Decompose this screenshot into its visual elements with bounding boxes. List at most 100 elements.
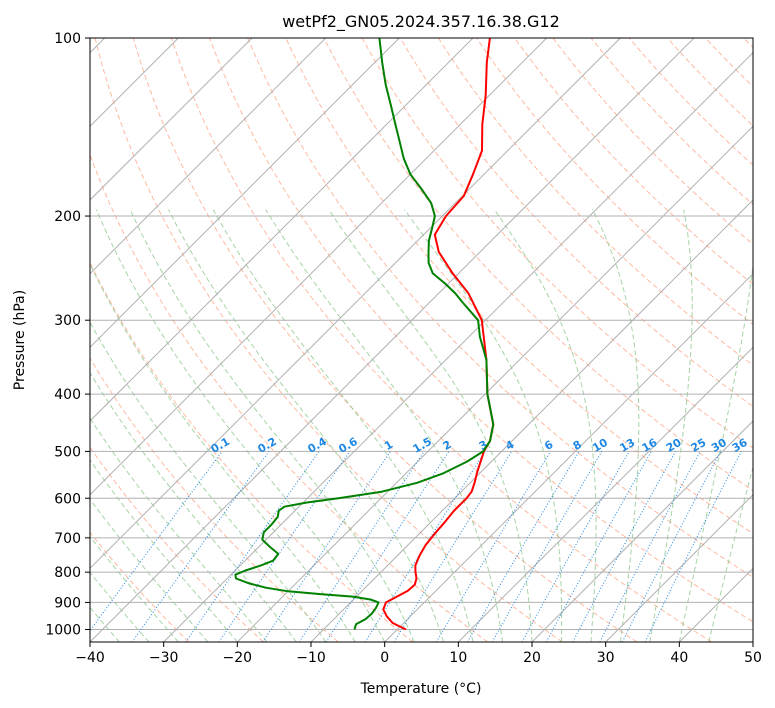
isotherm-gridline bbox=[752, 641, 753, 642]
moist-adiabat bbox=[168, 209, 445, 642]
mixing-ratio-label: 30 bbox=[709, 436, 729, 455]
dry-adiabat bbox=[90, 446, 264, 642]
isotherm-gridline bbox=[236, 125, 753, 642]
dry-adiabats bbox=[90, 38, 753, 642]
y-tick-label: 200 bbox=[54, 209, 81, 225]
mixing-ratio-label: 0.4 bbox=[306, 435, 330, 456]
temperature-line bbox=[382, 38, 495, 631]
moist-adiabat bbox=[95, 209, 386, 642]
x-tick-label: 10 bbox=[449, 650, 467, 666]
isotherm-gridline bbox=[90, 38, 548, 496]
dry-adiabat bbox=[361, 38, 753, 449]
mixing-ratio-line bbox=[393, 451, 513, 642]
mixing-ratio-label: 10 bbox=[590, 436, 610, 455]
isobar-gridlines bbox=[90, 38, 753, 630]
plot-frame bbox=[89, 37, 754, 643]
dry-adiabat bbox=[132, 38, 638, 642]
isotherm-gridline bbox=[384, 272, 753, 642]
y-axis-ticks: 1000 900 800 700 600 500 400 300 200 100 bbox=[45, 31, 90, 638]
series-lines bbox=[234, 38, 495, 631]
plot-area: -100-90-80-70-60-50-40-30-20-10010203040… bbox=[0, 0, 753, 642]
x-tick-label: −40 bbox=[75, 650, 105, 666]
dry-adiabat bbox=[437, 38, 753, 366]
mixing-ratio-label: 25 bbox=[689, 436, 709, 455]
y-tick-label: 900 bbox=[54, 595, 81, 611]
dry-adiabat bbox=[90, 357, 339, 642]
mixing-ratio-line bbox=[435, 451, 552, 642]
y-tick-label: 800 bbox=[54, 565, 81, 581]
isotherm-gridline bbox=[90, 38, 695, 642]
x-tick-label: 40 bbox=[670, 650, 688, 666]
moist-adiabat bbox=[404, 209, 563, 642]
dry-adiabat bbox=[209, 38, 753, 623]
isotherm-gridline bbox=[90, 38, 327, 275]
dry-adiabat bbox=[247, 38, 753, 578]
isotherm-label: 40 bbox=[0, 0, 8, 3]
dry-adiabat bbox=[399, 38, 753, 408]
mixing-ratio-line bbox=[467, 451, 580, 642]
x-tick-label: 50 bbox=[744, 650, 762, 666]
dry-adiabat bbox=[590, 38, 753, 206]
x-tick-label: 0 bbox=[380, 650, 389, 666]
y-tick-label: 600 bbox=[54, 491, 81, 507]
moist-adiabat bbox=[90, 262, 356, 642]
dry-adiabat bbox=[94, 38, 563, 642]
y-tick-label: 300 bbox=[54, 313, 81, 329]
moist-adiabat bbox=[90, 321, 327, 642]
x-tick-label: 30 bbox=[597, 650, 615, 666]
isotherm-gridline bbox=[90, 38, 474, 422]
moist-adiabat bbox=[90, 571, 150, 642]
moist-adiabat bbox=[90, 498, 209, 642]
moist-adiabat bbox=[90, 459, 238, 642]
moist-adiabat bbox=[649, 209, 693, 642]
y-tick-label: 100 bbox=[54, 31, 81, 47]
y-axis-label: Pressure (hPa) bbox=[12, 290, 28, 390]
moist-adiabat bbox=[129, 209, 415, 642]
isotherm-gridlines bbox=[90, 38, 753, 642]
dry-adiabat bbox=[323, 38, 753, 492]
moist-adiabat bbox=[212, 209, 474, 642]
x-tick-label: −30 bbox=[149, 650, 179, 666]
moist-adiabat bbox=[90, 417, 268, 642]
moist-adiabats bbox=[90, 209, 753, 642]
mixing-ratio-line bbox=[621, 451, 722, 642]
moist-adiabat bbox=[678, 261, 753, 642]
y-tick-label: 1000 bbox=[45, 622, 81, 638]
moist-adiabat bbox=[90, 535, 179, 642]
mixing-ratio-label: 0.6 bbox=[336, 435, 360, 456]
y-tick-label: 400 bbox=[54, 387, 81, 403]
x-axis-label: Temperature (°C) bbox=[360, 681, 482, 697]
mixing-ratio-label: 0.1 bbox=[209, 435, 232, 456]
isotherm-gridline bbox=[163, 51, 753, 642]
chart-title: wetPf2_GN05.2024.357.16.38.G12 bbox=[282, 12, 560, 32]
y-tick-label: 500 bbox=[54, 444, 81, 460]
y-tick-label: 700 bbox=[54, 531, 81, 547]
isotherm-gridline bbox=[605, 493, 753, 642]
isotherm-gridline bbox=[90, 38, 400, 349]
dry-adiabat bbox=[90, 261, 414, 642]
mixing-ratio-label: 13 bbox=[618, 436, 638, 455]
moist-adiabat bbox=[265, 209, 503, 642]
moist-adiabat bbox=[328, 209, 533, 642]
isotherm-gridline bbox=[90, 38, 621, 570]
x-tick-label: −20 bbox=[223, 650, 253, 666]
isotherm-gridline bbox=[457, 346, 753, 642]
mixing-ratio-line bbox=[364, 451, 486, 642]
mixing-ratio-line bbox=[298, 451, 425, 642]
isotherm-gridline bbox=[678, 567, 753, 642]
mixing-ratio-label: 36 bbox=[730, 436, 750, 455]
dry-adiabat bbox=[705, 38, 753, 88]
dry-adiabat bbox=[743, 38, 753, 49]
isotherm-gridline bbox=[90, 38, 253, 201]
isotherm-gridline bbox=[531, 420, 753, 642]
mixing-ratio-label: 6 bbox=[542, 438, 555, 453]
moist-adiabat bbox=[592, 209, 640, 642]
moist-adiabat bbox=[708, 465, 753, 642]
mixing-ratio-line bbox=[325, 451, 450, 642]
mixing-ratio-line bbox=[599, 451, 701, 642]
x-tick-label: −10 bbox=[296, 650, 326, 666]
x-axis-ticks: −40 −30 −20 −10 0 10 20 30 40 50 bbox=[75, 642, 762, 666]
mixing-ratio-line bbox=[218, 451, 351, 642]
isotherm-gridline bbox=[310, 199, 753, 642]
